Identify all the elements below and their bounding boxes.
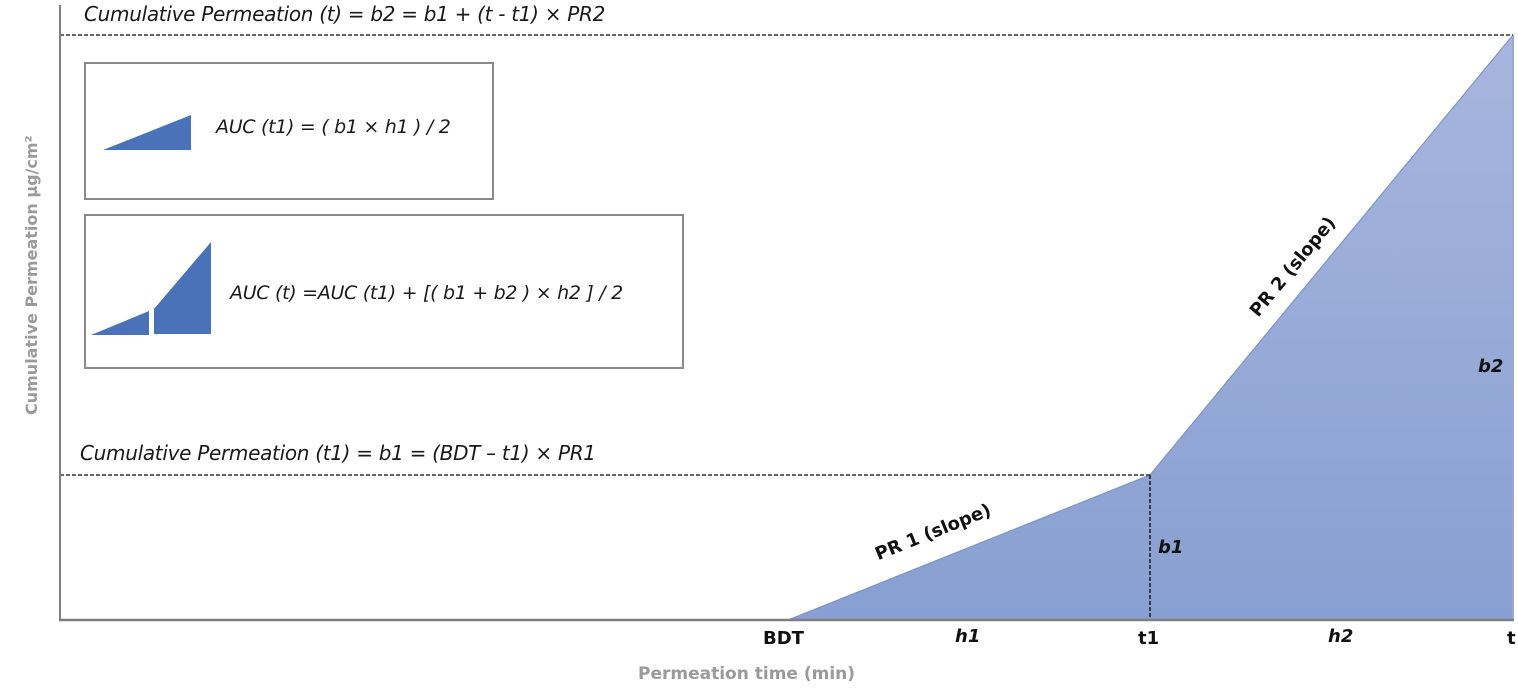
x-axis-title: Permeation time (min) bbox=[638, 664, 856, 684]
single-triangle-icon bbox=[103, 115, 191, 150]
b1-label: b1 bbox=[1158, 537, 1184, 558]
b2-label: b2 bbox=[1478, 356, 1504, 377]
h2-label: h2 bbox=[1328, 626, 1354, 647]
auc-t-formula-box: AUC (t) =AUC (t1) + [( b1 + b2 ) × h2 ] … bbox=[84, 214, 684, 369]
x-tick-t: t bbox=[1507, 628, 1516, 649]
y-axis-title: Cumulative Permeation µg/cm² bbox=[22, 135, 41, 415]
auc-t1-formula-box: AUC (t1) = ( b1 × h1 ) / 2 bbox=[84, 62, 494, 200]
auc-t1-formula: AUC (t1) = ( b1 × h1 ) / 2 bbox=[216, 116, 451, 138]
x-tick-t1: t1 bbox=[1138, 628, 1160, 649]
auc-t-formula: AUC (t) =AUC (t1) + [( b1 + b2 ) × h2 ] … bbox=[230, 282, 623, 304]
top-equation: Cumulative Permeation (t) = b2 = b1 + (t… bbox=[84, 2, 606, 26]
mid-equation: Cumulative Permeation (t1) = b1 = (BDT –… bbox=[80, 441, 596, 465]
triangle-and-trapezoid-icon bbox=[91, 242, 211, 335]
permeation-area bbox=[788, 35, 1513, 620]
x-tick-bdt: BDT bbox=[763, 628, 804, 649]
h1-label: h1 bbox=[955, 626, 981, 647]
